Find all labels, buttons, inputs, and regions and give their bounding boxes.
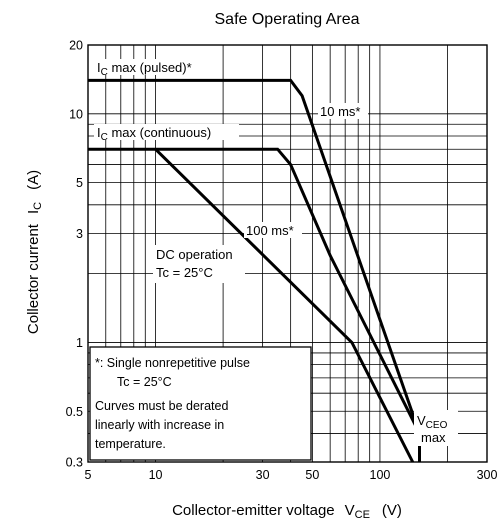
label-bg-dc	[153, 245, 245, 283]
y-tick-labels: 0.3 0.5 1 3 5 10 20	[66, 39, 83, 470]
note-line-5: temperature.	[95, 437, 166, 451]
label-bg-10ms	[318, 103, 368, 119]
soa-curve-3	[154, 148, 415, 463]
note-line-4: linearly with increase in	[95, 418, 224, 432]
x-tick-label: 100	[370, 468, 391, 482]
y-tick-label: 3	[76, 227, 83, 241]
y-axis-label: Collector currentIC(A)	[25, 170, 44, 334]
label-bg-vceo	[414, 410, 458, 446]
label-vceo: VCEO	[417, 413, 448, 431]
plot-border	[87, 44, 488, 463]
y-tick-label: 5	[76, 176, 83, 190]
y-tick-label: 0.5	[66, 405, 83, 419]
y-tick-label: 20	[69, 39, 83, 53]
label-10ms: 10 ms*	[320, 104, 360, 119]
x-axis-label: Collector-emitter voltage VCE (V)	[172, 502, 402, 521]
x-tick-label: 30	[256, 468, 270, 482]
label-dc-line1: DC operation	[156, 247, 233, 262]
plot-frame	[87, 44, 488, 463]
y-tick-label: 10	[69, 107, 83, 121]
x-tick-label: 300	[477, 468, 498, 482]
label-vceo-max: max	[421, 430, 446, 445]
note-line-2: Tc = 25°C	[117, 375, 172, 389]
note-box	[89, 346, 312, 461]
x-tick-label: 50	[305, 468, 319, 482]
label-100ms: 100 ms*	[246, 223, 294, 238]
note-line-3: Curves must be derated	[95, 399, 228, 413]
chart-title: Safe Operating Area	[215, 11, 360, 28]
x-tick-label: 5	[85, 468, 92, 482]
y-tick-label: 1	[76, 336, 83, 350]
label-dc-line2: Tc = 25°C	[156, 265, 213, 280]
x-tick-labels: 5 10 30 50 100 300	[85, 468, 498, 482]
x-tick-label: 10	[149, 468, 163, 482]
label-bg-continuous	[94, 124, 239, 140]
label-ic-continuous: IC max (continuous)	[97, 125, 211, 143]
label-bg-100ms	[244, 222, 302, 238]
note-line-1: *: Single nonrepetitive pulse	[95, 356, 250, 370]
label-ic-pulsed: IC max (pulsed)*	[97, 60, 192, 78]
y-tick-label: 0.3	[66, 456, 83, 470]
label-bg-pulsed	[94, 59, 222, 75]
